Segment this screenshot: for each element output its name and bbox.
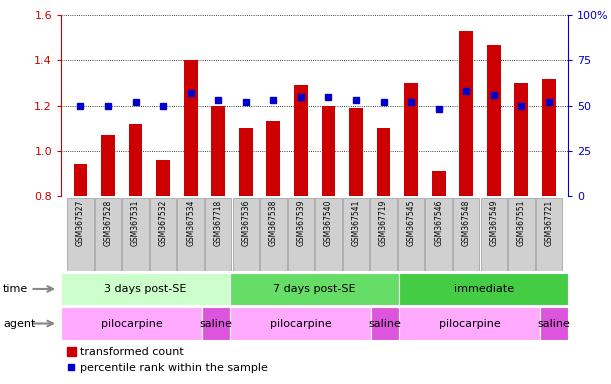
Text: GSM367534: GSM367534 — [186, 200, 195, 247]
Bar — [95, 198, 121, 271]
Bar — [156, 160, 170, 196]
Legend: transformed count, percentile rank within the sample: transformed count, percentile rank withi… — [67, 347, 268, 373]
Bar — [233, 198, 259, 271]
Text: GSM367546: GSM367546 — [434, 200, 443, 247]
Text: GSM367719: GSM367719 — [379, 200, 388, 246]
Text: GSM367536: GSM367536 — [241, 200, 251, 247]
Bar — [459, 31, 473, 196]
Bar — [129, 124, 142, 196]
Bar — [230, 273, 399, 305]
Bar — [371, 307, 399, 340]
Bar — [404, 83, 418, 196]
Text: GSM367545: GSM367545 — [407, 200, 415, 247]
Bar — [211, 106, 225, 196]
Bar — [239, 128, 253, 196]
Text: 7 days post-SE: 7 days post-SE — [273, 284, 356, 294]
Bar — [205, 198, 232, 271]
Text: GSM367721: GSM367721 — [544, 200, 554, 246]
Text: time: time — [3, 284, 28, 294]
Bar — [370, 198, 397, 271]
Bar — [425, 198, 452, 271]
Bar — [260, 198, 287, 271]
Bar — [177, 198, 204, 271]
Bar — [514, 83, 529, 196]
Bar — [122, 198, 148, 271]
Bar — [399, 273, 568, 305]
Bar — [453, 198, 480, 271]
Bar — [481, 198, 507, 271]
Bar — [540, 307, 568, 340]
Text: GSM367540: GSM367540 — [324, 200, 333, 247]
Bar — [184, 61, 197, 196]
Bar — [61, 273, 230, 305]
Text: GSM367531: GSM367531 — [131, 200, 140, 246]
Bar — [343, 198, 369, 271]
Bar — [101, 135, 115, 196]
Bar — [150, 198, 177, 271]
Bar — [202, 307, 230, 340]
Text: GSM367527: GSM367527 — [76, 200, 85, 246]
Text: GSM367548: GSM367548 — [462, 200, 470, 246]
Text: immediate: immediate — [453, 284, 514, 294]
Text: saline: saline — [368, 318, 401, 329]
Text: GSM367532: GSM367532 — [159, 200, 167, 246]
Bar — [315, 198, 342, 271]
Bar — [432, 171, 445, 196]
Bar — [61, 307, 202, 340]
Text: GSM367539: GSM367539 — [296, 200, 306, 247]
Bar — [536, 198, 562, 271]
Bar — [487, 45, 500, 196]
Text: 3 days post-SE: 3 days post-SE — [104, 284, 187, 294]
Text: pilocarpine: pilocarpine — [439, 318, 500, 329]
Text: GSM367549: GSM367549 — [489, 200, 499, 247]
Text: GSM367718: GSM367718 — [214, 200, 222, 246]
Bar — [376, 128, 390, 196]
Text: GSM367541: GSM367541 — [351, 200, 360, 246]
Text: GSM367538: GSM367538 — [269, 200, 278, 246]
Bar — [398, 198, 425, 271]
Text: GSM367528: GSM367528 — [103, 200, 112, 246]
Bar — [288, 198, 314, 271]
Text: saline: saline — [200, 318, 233, 329]
Text: GSM367551: GSM367551 — [517, 200, 526, 246]
Text: saline: saline — [538, 318, 571, 329]
Bar — [508, 198, 535, 271]
Bar — [294, 85, 308, 196]
Bar — [349, 108, 363, 196]
Bar — [67, 198, 93, 271]
Bar — [266, 121, 280, 196]
Text: agent: agent — [3, 318, 35, 329]
Text: pilocarpine: pilocarpine — [269, 318, 331, 329]
Bar — [542, 78, 556, 196]
Bar — [73, 164, 87, 196]
Text: pilocarpine: pilocarpine — [101, 318, 163, 329]
Bar — [230, 307, 371, 340]
Bar — [321, 106, 335, 196]
Bar — [399, 307, 540, 340]
